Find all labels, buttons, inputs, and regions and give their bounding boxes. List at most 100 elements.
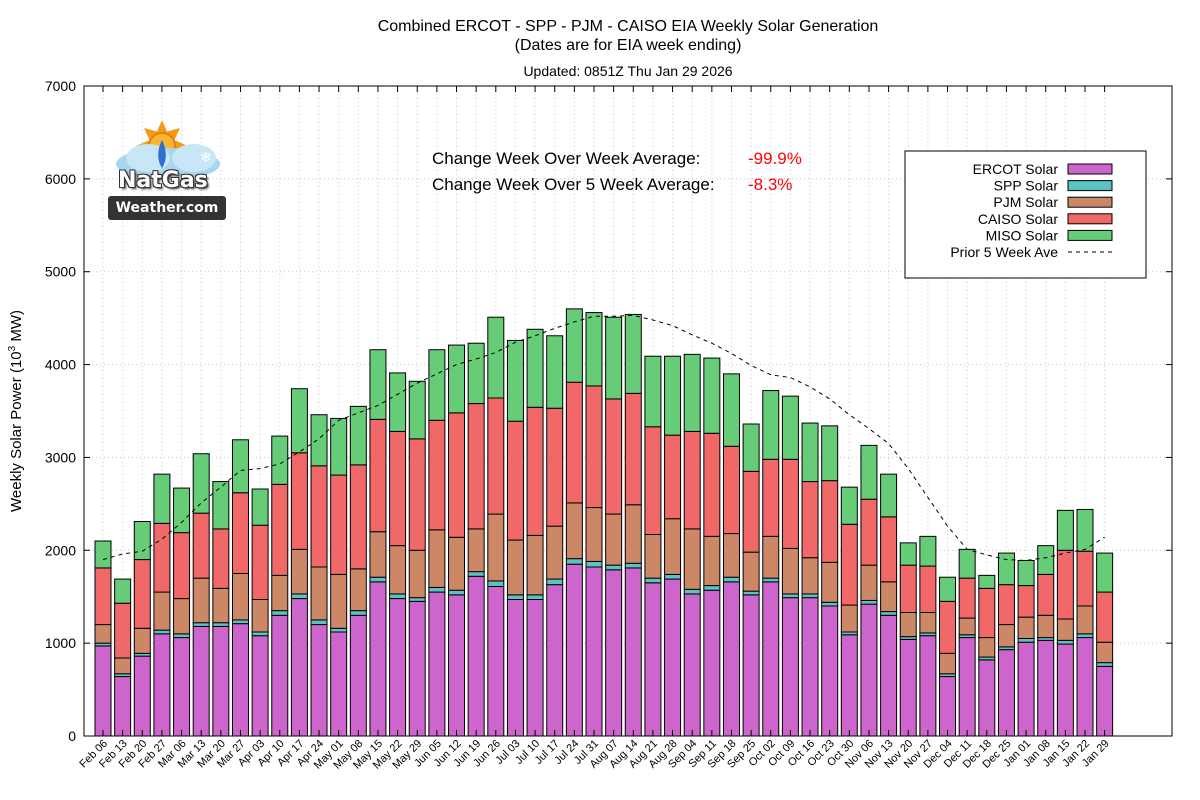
bar-miso-solar (1076, 508, 1094, 552)
bar-ercot-solar (605, 569, 623, 737)
bar-miso-solar (978, 574, 996, 589)
y-tick-label: 1000 (45, 635, 76, 651)
bar-pjm-solar (1017, 616, 1035, 640)
bar-spp-solar (271, 610, 289, 616)
bar-pjm-solar (94, 624, 112, 644)
bar-ercot-solar (683, 593, 701, 737)
bar-spp-solar (467, 571, 485, 577)
bar-ercot-solar (762, 581, 780, 737)
bar-caiso-solar (271, 483, 289, 576)
bar-pjm-solar (467, 528, 485, 573)
bar-ercot-solar (880, 614, 898, 737)
bar-miso-solar (762, 390, 780, 460)
bar-miso-solar (389, 372, 407, 432)
bar-miso-solar (624, 313, 642, 394)
bar-miso-solar (192, 453, 210, 514)
bar-caiso-solar (506, 420, 524, 541)
bar-spp-solar (369, 576, 387, 583)
bar-spp-solar (428, 586, 446, 593)
bar-ercot-solar (919, 635, 937, 737)
bar-ercot-solar (271, 614, 289, 737)
bar-pjm-solar (1037, 614, 1055, 639)
logo-text-weather: Weather.com (108, 196, 226, 220)
bar-caiso-solar (546, 407, 564, 527)
bar-miso-solar (644, 355, 662, 428)
bar-miso-solar (448, 344, 466, 414)
bar-spp-solar (526, 594, 544, 600)
plot-border (83, 85, 1173, 737)
bar-caiso-solar (349, 464, 367, 570)
bar-caiso-solar (781, 458, 799, 549)
bar-pjm-solar (605, 513, 623, 566)
bar-spp-solar (742, 590, 760, 596)
bar-caiso-solar (860, 498, 878, 566)
legend-swatch (1067, 163, 1113, 175)
bar-caiso-solar (231, 492, 249, 575)
bar-caiso-solar (526, 406, 544, 536)
legend-swatch (1067, 213, 1113, 225)
bar-spp-solar (722, 576, 740, 583)
bar-caiso-solar (683, 430, 701, 530)
bar-ercot-solar (94, 645, 112, 737)
average-line-layer (102, 314, 1105, 562)
bar-miso-solar (683, 353, 701, 432)
bar-ercot-solar (192, 625, 210, 737)
bar-ercot-solar (173, 637, 191, 737)
bar-ercot-solar (644, 582, 662, 737)
bar-caiso-solar (840, 523, 858, 606)
bar-miso-solar (585, 312, 603, 387)
bar-ercot-solar (860, 603, 878, 737)
bar-spp-solar (821, 601, 839, 607)
bar-ercot-solar (840, 634, 858, 737)
y-axis-label: Weekly Solar Power (103 MW) (7, 310, 25, 512)
bar-caiso-solar (448, 412, 466, 538)
bar-pjm-solar (664, 518, 682, 575)
bar-caiso-solar (585, 385, 603, 509)
bar-caiso-solar (762, 458, 780, 537)
bar-caiso-solar (487, 397, 505, 515)
bar-ercot-solar (899, 638, 917, 737)
bar-pjm-solar (1076, 605, 1094, 635)
bar-caiso-solar (899, 564, 917, 614)
bar-caiso-solar (958, 577, 976, 619)
bar-spp-solar (605, 564, 623, 571)
bar-miso-solar (801, 422, 819, 483)
bar-caiso-solar (310, 465, 328, 568)
bar-ercot-solar (1056, 643, 1074, 737)
updated-text: Updated: 0851Z Thu Jan 29 2026 (523, 63, 732, 79)
bar-miso-solar (212, 481, 230, 530)
bar-spp-solar (231, 619, 249, 625)
bar-caiso-solar (153, 522, 171, 593)
bar-pjm-solar (153, 591, 171, 631)
bar-miso-solar (467, 342, 485, 405)
bar-miso-solar (742, 423, 760, 472)
bar-spp-solar (251, 631, 269, 637)
bar-miso-solar (939, 576, 957, 602)
bar-ercot-solar (251, 635, 269, 737)
y-tick-label: 0 (68, 728, 76, 744)
bar-ercot-solar (290, 598, 308, 737)
bar-miso-solar (1056, 509, 1074, 551)
bar-pjm-solar (840, 604, 858, 633)
bar-ercot-solar (939, 676, 957, 737)
bar-ercot-solar (958, 637, 976, 737)
bar-miso-solar (290, 388, 308, 454)
logo-text-natgas: NatGas (118, 168, 208, 193)
bar-miso-solar (1096, 552, 1114, 593)
bar-ercot-solar (703, 589, 721, 737)
bar-ercot-solar (546, 584, 564, 737)
bar-spp-solar (487, 580, 505, 588)
bar-pjm-solar (565, 502, 583, 560)
bar-caiso-solar (821, 480, 839, 563)
bar-spp-solar (153, 629, 171, 635)
bar-ercot-solar (389, 598, 407, 737)
bar-miso-solar (919, 535, 937, 567)
bar-pjm-solar (742, 551, 760, 592)
bar-pjm-solar (644, 534, 662, 579)
bar-ercot-solar (1076, 637, 1094, 737)
bar-miso-solar (1017, 560, 1035, 587)
bar-spp-solar (1076, 633, 1094, 639)
bar-miso-solar (703, 357, 721, 434)
bar-ercot-solar (369, 581, 387, 737)
bar-miso-solar (369, 349, 387, 420)
